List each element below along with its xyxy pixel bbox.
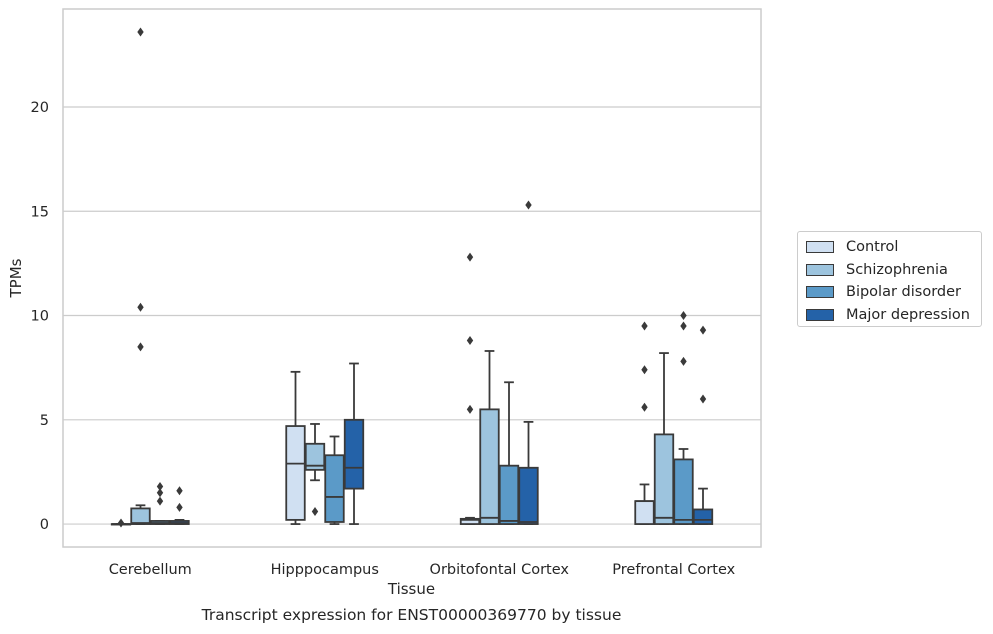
outlier-point [156,496,164,506]
box [304,442,326,471]
outlier-point [117,518,125,528]
outlier-point [680,356,687,366]
outlier-point [137,302,144,312]
box [498,464,520,525]
box [692,508,714,525]
box [285,425,306,521]
x-tick-label: Orbitofontal Cortex [430,562,570,578]
outlier-point [699,325,707,335]
legend-label: Schizophrenia [846,261,948,278]
legend-label: Major depression [846,306,970,323]
legend-swatch [806,286,834,299]
y-tick-label: 0 [40,517,49,533]
y-tick-label: 20 [31,100,49,116]
outlier-point [641,402,648,412]
outlier-point [466,336,474,346]
legend-swatch [806,263,834,276]
outlier-point [176,502,183,512]
outlier-point [311,507,319,517]
legend-item: Control [806,236,973,259]
x-tick-label: Hipppocampus [271,562,379,578]
box [634,500,655,525]
outlier-point [156,488,164,498]
plot-area [63,9,761,547]
outlier-point [680,321,687,331]
outlier-point [156,482,164,492]
legend-item: Bipolar disorder [806,281,973,304]
y-tick-label: 5 [40,413,49,429]
legend-label: Bipolar disorder [846,284,961,301]
outlier-point [680,311,687,321]
legend-swatch [806,308,834,321]
legend-label: Control [846,239,899,256]
box [130,507,151,525]
box [343,418,365,490]
x-tick-label: Prefrontal Cortex [612,562,735,578]
legend-swatch [806,241,834,254]
outlier-point [525,200,532,210]
x-axis-title: Tissue [387,580,436,598]
box [324,454,345,523]
y-tick-label: 10 [31,309,49,325]
outlier-point [699,394,707,404]
legend-item: Major depression [806,304,973,327]
y-tick-label: 15 [31,204,49,220]
box [479,408,500,525]
y-axis-title: TPMs [7,258,25,298]
outlier-point [176,486,183,496]
outlier-point [641,365,648,375]
outlier-point [641,321,648,331]
plot-frame [62,8,762,548]
outlier-point [466,252,474,262]
outlier-point [466,404,474,414]
legend-item: Schizophrenia [806,259,973,282]
box [653,433,675,525]
box [459,517,481,525]
legend: Control Schizophrenia Bipolar disorder Majo… [797,231,982,327]
outlier-point [137,342,144,352]
outlier-point [137,27,144,37]
chart-caption: Transcript expression for ENST0000036977… [201,606,622,624]
x-tick-label: Cerebellum [109,562,192,578]
box [673,458,694,525]
box [518,466,539,525]
